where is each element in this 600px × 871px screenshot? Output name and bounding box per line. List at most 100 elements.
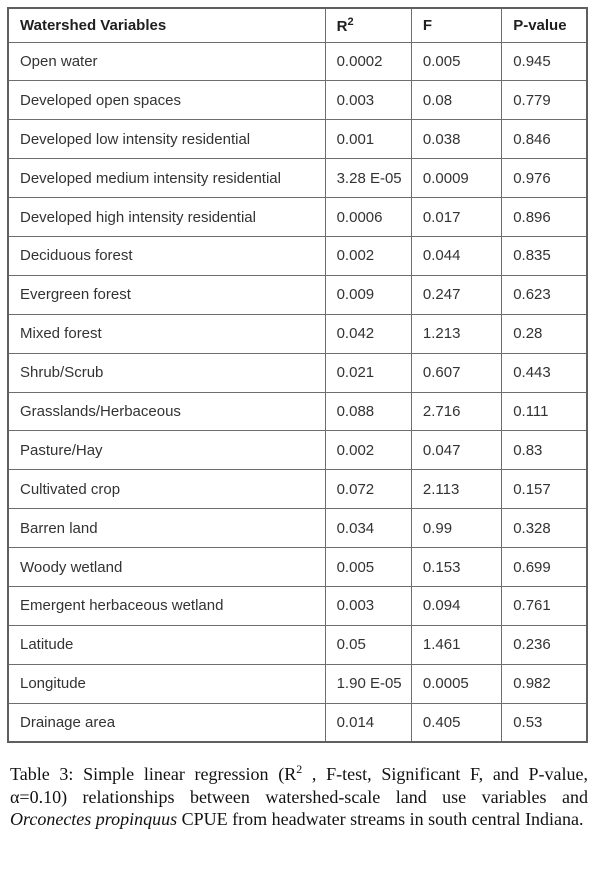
variable-name-cell: Evergreen forest [7, 274, 326, 315]
value-cell: 0.236 [501, 624, 588, 665]
table-row: Developed low intensity residential 0.001… [7, 119, 588, 160]
variable-name-cell: Deciduous forest [7, 235, 326, 276]
value-cell: 0.038 [410, 119, 503, 160]
value-cell: 0.005 [410, 41, 503, 82]
value-cell: 3.28 E-05 [324, 158, 412, 199]
col-header-f-statistic: F [410, 7, 503, 43]
value-cell: 0.002 [324, 430, 412, 471]
value-cell: 0.003 [324, 80, 412, 121]
variable-name-cell: Developed open spaces [7, 80, 326, 121]
table-row: Longitude 1.90 E-05 0.0005 0.982 [7, 663, 588, 704]
value-cell: 0.28 [501, 313, 588, 354]
caption-segment-italic: Orconectes propinquus [10, 809, 178, 829]
table-body: Open water 0.0002 0.005 0.945 Developed open… [7, 41, 588, 743]
value-cell: 0.034 [324, 508, 412, 549]
col-header-watershed-variables: Watershed Variables [7, 7, 326, 43]
variable-name-cell: Drainage area [7, 702, 326, 743]
value-cell: 0.08 [410, 80, 503, 121]
value-cell: 0.003 [324, 585, 412, 626]
table-row: Emergent herbaceous wetland 0.003 0.094 0.7… [7, 585, 588, 626]
value-cell: 0.835 [501, 235, 588, 276]
value-cell: 0.0006 [324, 197, 412, 237]
value-cell: 0.002 [324, 235, 412, 276]
value-cell: 0.0009 [410, 158, 503, 199]
table-row: Barren land 0.034 0.99 0.328 [7, 508, 588, 549]
table-row: Grasslands/Herbaceous 0.088 2.716 0.111 [7, 391, 588, 432]
value-cell: 0.607 [410, 352, 503, 393]
value-cell: 1.90 E-05 [324, 663, 412, 704]
value-cell: 0.0005 [410, 663, 503, 704]
table-row: Developed high intensity residential 0.00… [7, 197, 588, 237]
regression-results-table: Watershed Variables R2 F P-value Open wa… [7, 7, 588, 744]
value-cell: 0.009 [324, 274, 412, 315]
table-row: Evergreen forest 0.009 0.247 0.623 [7, 274, 588, 315]
value-cell: 0.761 [501, 585, 588, 626]
table-row: Shrub/Scrub 0.021 0.607 0.443 [7, 352, 588, 393]
value-cell: 0.0002 [324, 41, 412, 82]
value-cell: 0.623 [501, 274, 588, 315]
value-cell: 0.779 [501, 80, 588, 121]
caption-segment-normal: Table 3: Simple linear regression (R [10, 764, 297, 784]
value-cell: 2.113 [410, 469, 503, 510]
value-cell: 0.99 [410, 508, 503, 549]
value-cell: 0.405 [410, 702, 503, 743]
value-cell: 0.05 [324, 624, 412, 665]
value-cell: 0.976 [501, 158, 588, 199]
col-header-r-squared: R2 [324, 7, 412, 43]
value-cell: 0.094 [410, 585, 503, 626]
value-cell: 0.83 [501, 430, 588, 471]
r-squared-base: R [336, 17, 348, 35]
variable-name-cell: Open water [7, 41, 326, 82]
variable-name-cell: Shrub/Scrub [7, 352, 326, 393]
table-row: Woody wetland 0.005 0.153 0.699 [7, 547, 588, 587]
table-row: Pasture/Hay 0.002 0.047 0.83 [7, 430, 588, 471]
value-cell: 0.088 [324, 391, 412, 432]
value-cell: 0.047 [410, 430, 503, 471]
variable-name-cell: Grasslands/Herbaceous [7, 391, 326, 432]
value-cell: 0.53 [501, 702, 588, 743]
value-cell: 0.014 [324, 702, 412, 743]
value-cell: 0.044 [410, 235, 503, 276]
value-cell: 0.017 [410, 197, 503, 237]
table-row: Mixed forest 0.042 1.213 0.28 [7, 313, 588, 354]
value-cell: 1.213 [410, 313, 503, 354]
value-cell: 0.157 [501, 469, 588, 510]
value-cell: 0.443 [501, 352, 588, 393]
value-cell: 0.111 [501, 391, 588, 432]
value-cell: 2.716 [410, 391, 503, 432]
variable-name-cell: Emergent herbaceous wetland [7, 585, 326, 626]
caption-segment-sup: 2 [296, 762, 303, 776]
table-row: Open water 0.0002 0.005 0.945 [7, 41, 588, 82]
variable-name-cell: Woody wetland [7, 547, 326, 587]
variable-name-cell: Mixed forest [7, 313, 326, 354]
table-row: Cultivated crop 0.072 2.113 0.157 [7, 469, 588, 510]
value-cell: 0.072 [324, 469, 412, 510]
value-cell: 0.945 [501, 41, 588, 82]
value-cell: 0.042 [324, 313, 412, 354]
table-row: Latitude 0.05 1.461 0.236 [7, 624, 588, 665]
table-row: Developed medium intensity residential 3.… [7, 158, 588, 199]
table-row: Deciduous forest 0.002 0.044 0.835 [7, 235, 588, 276]
table-row: Developed open spaces 0.003 0.08 0.779 [7, 80, 588, 121]
value-cell: 0.846 [501, 119, 588, 160]
caption-segment-normal: , F-test, Significant F, and P-value, α=… [10, 764, 588, 807]
variable-name-cell: Developed medium intensity residential [7, 158, 326, 199]
col-header-p-value: P-value [501, 7, 588, 43]
variable-name-cell: Latitude [7, 624, 326, 665]
value-cell: 1.461 [410, 624, 503, 665]
variable-name-cell: Pasture/Hay [7, 430, 326, 471]
value-cell: 0.005 [324, 547, 412, 587]
variable-name-cell: Barren land [7, 508, 326, 549]
value-cell: 0.001 [324, 119, 412, 160]
variable-name-cell: Developed low intensity residential [7, 119, 326, 160]
variable-name-cell: Cultivated crop [7, 469, 326, 510]
value-cell: 0.247 [410, 274, 503, 315]
header-row: Watershed Variables R2 F P-value [7, 7, 588, 43]
value-cell: 0.896 [501, 197, 588, 237]
caption-segment-normal: CPUE from headwater streams in south cen… [177, 809, 584, 829]
value-cell: 0.328 [501, 508, 588, 549]
table-header: Watershed Variables R2 F P-value [7, 7, 588, 43]
value-cell: 0.021 [324, 352, 412, 393]
variable-name-cell: Longitude [7, 663, 326, 704]
